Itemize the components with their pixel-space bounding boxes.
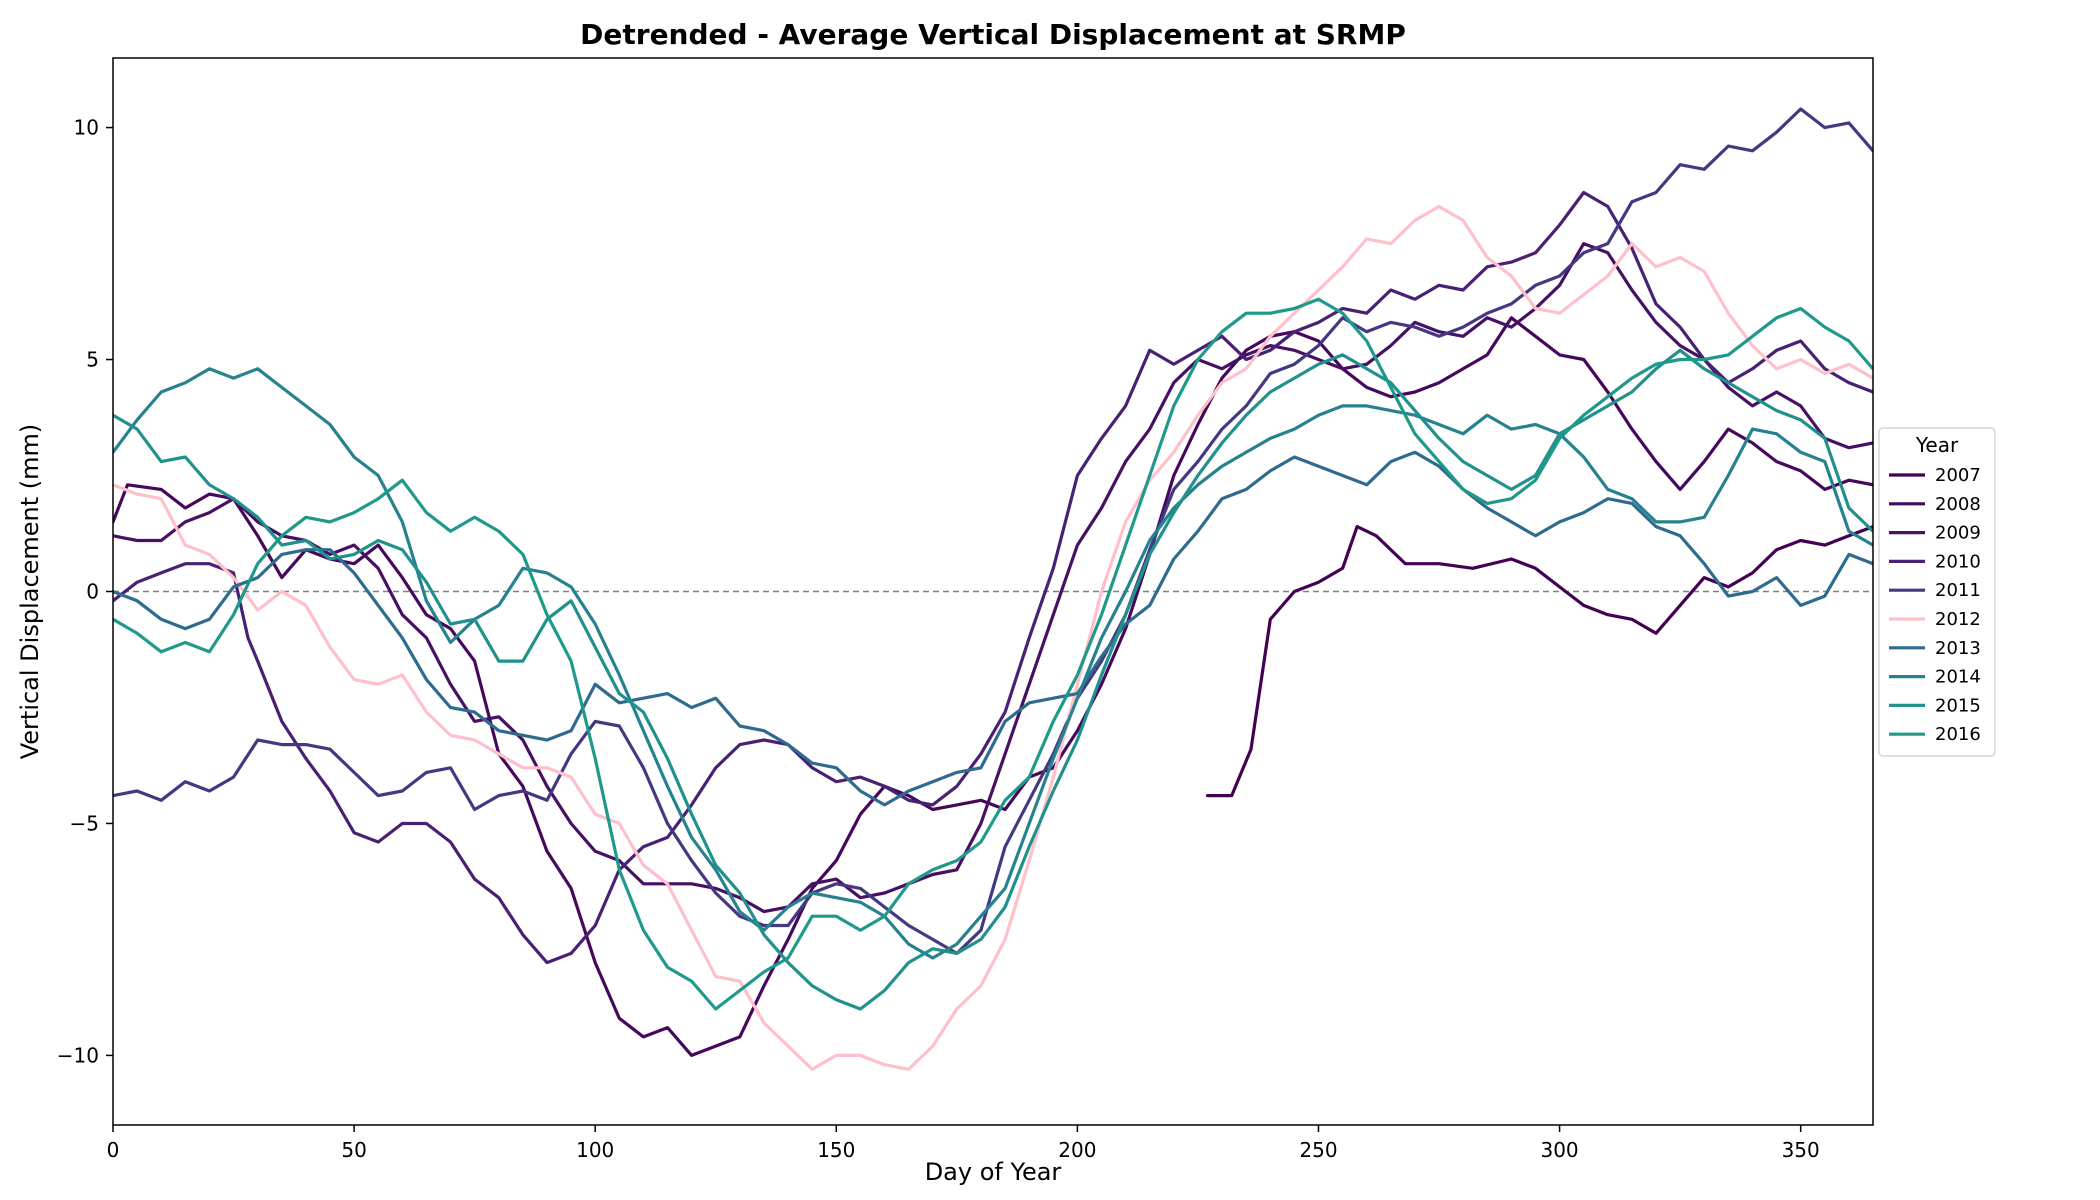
plot-area [112, 57, 1874, 1126]
legend-label-2008: 2008 [1935, 494, 1981, 515]
x-tick-label: 100 [576, 1138, 614, 1162]
series-line-2008 [113, 316, 1873, 1057]
x-tick-label: 150 [817, 1138, 855, 1162]
x-axis-label: Day of Year [925, 1158, 1062, 1186]
legend-label-2014: 2014 [1935, 667, 1981, 688]
y-tick-label: 0 [86, 580, 99, 604]
legend-label-2016: 2016 [1935, 724, 1981, 745]
series-line-2011 [113, 107, 1873, 955]
legend-title: Year [1915, 433, 1959, 457]
x-tick-label: 200 [1058, 1138, 1096, 1162]
x-axis: 0 50 100 150 200 250 300 350 [107, 1125, 1820, 1162]
series-line-2016 [113, 297, 1873, 1011]
legend-box [1878, 427, 1996, 757]
x-tick-label: 250 [1299, 1138, 1337, 1162]
legend: Year 2007 2008 2009 2010 2011 2012 2013 2014 2015… [1878, 427, 1996, 757]
y-tick-label: 10 [74, 116, 99, 140]
legend-label-2007: 2007 [1935, 465, 1981, 486]
x-tick-label: 300 [1540, 1138, 1578, 1162]
x-tick-label: 50 [341, 1138, 366, 1162]
series-line-2012 [113, 204, 1873, 1071]
y-tick-label: −10 [57, 1043, 99, 1067]
series-line-2009 [113, 242, 1873, 914]
series-line-2015 [113, 348, 1873, 1011]
legend-label-2009: 2009 [1935, 523, 1981, 544]
legend-label-2011: 2011 [1935, 580, 1981, 601]
series-line-2014 [113, 367, 1873, 960]
legend-label-2013: 2013 [1935, 638, 1981, 659]
chart-title: Detrended - Average Vertical Displacemen… [580, 18, 1406, 51]
legend-label-2010: 2010 [1935, 551, 1981, 572]
x-tick-label: 350 [1782, 1138, 1820, 1162]
y-tick-label: −5 [70, 811, 99, 835]
series-line-2013 [113, 450, 1873, 807]
y-tick-label: 5 [86, 348, 99, 372]
legend-label-2012: 2012 [1935, 609, 1981, 630]
y-axis-label: Vertical Displacement (mm) [16, 424, 44, 760]
series-line-2010 [113, 190, 1873, 965]
x-tick-label: 0 [107, 1138, 120, 1162]
legend-label-2015: 2015 [1935, 695, 1981, 716]
series-line-2007 [1206, 525, 1873, 798]
y-axis: −10 −5 0 5 10 [57, 116, 113, 1067]
